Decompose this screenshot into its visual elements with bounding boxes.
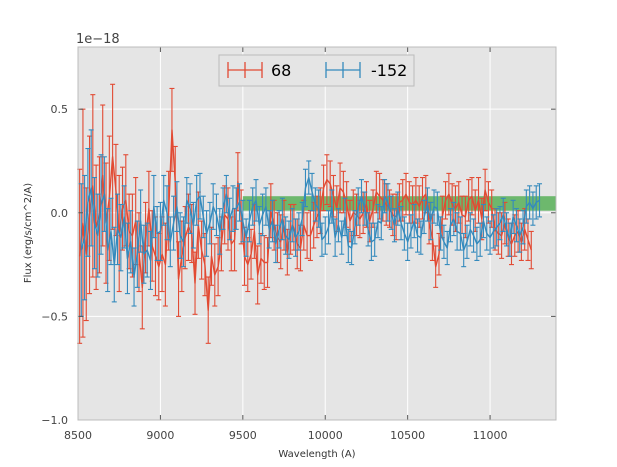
y-tick-label: −0.5 xyxy=(41,310,68,323)
x-tick-label: 9000 xyxy=(146,429,174,442)
series-line xyxy=(78,129,532,311)
legend-label-minus-152: -152 xyxy=(371,61,407,80)
series-layer xyxy=(77,83,543,344)
legend-label-68: 68 xyxy=(271,61,291,80)
series-line xyxy=(80,176,540,278)
y-tick-label: 0.5 xyxy=(51,103,69,116)
y-tick-label: −1.0 xyxy=(41,414,68,427)
x-tick-label: 10500 xyxy=(390,429,425,442)
series-minus-152 xyxy=(78,129,543,317)
axis-ticks: 8500 9000 9500 10000 10500 11000 −1.0 −0.5 0.0 0.… xyxy=(41,47,556,442)
y-offset-text: 1e−18 xyxy=(76,32,120,47)
legend: 68 -152 xyxy=(218,54,415,87)
x-tick-label: 8500 xyxy=(64,429,92,442)
legend-entry-68: 68 xyxy=(227,61,291,80)
x-tick-label: 10000 xyxy=(308,429,343,442)
x-axis-label: Wavelength (A) xyxy=(278,449,355,460)
x-tick-label: 9500 xyxy=(229,429,257,442)
legend-entry-minus-152: -152 xyxy=(325,61,407,80)
y-axis-label: Flux (erg/s/cm^2/A) xyxy=(23,183,34,283)
plot-frame xyxy=(77,46,557,421)
y-tick-label: 0.0 xyxy=(51,207,69,220)
x-tick-label: 11000 xyxy=(473,429,508,442)
